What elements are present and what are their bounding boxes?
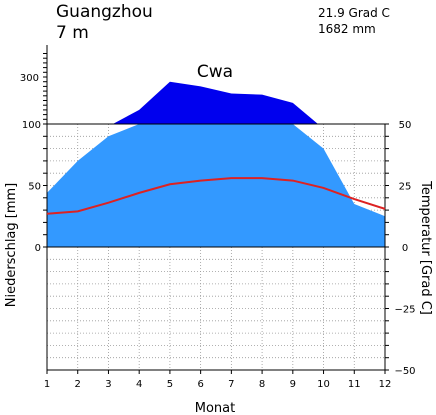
left-tick-label: 100 bbox=[22, 120, 41, 131]
left-tick-label: 50 bbox=[28, 182, 41, 193]
right-tick-label: 50 bbox=[399, 120, 412, 131]
right-axis-title: Temperatur [Grad C] bbox=[418, 180, 433, 315]
right-tick-label: 25 bbox=[399, 182, 412, 193]
x-tick-label: 6 bbox=[197, 379, 203, 390]
x-tick-label: 1 bbox=[44, 379, 50, 390]
left-axis-title: Niederschlag [mm] bbox=[4, 183, 19, 308]
x-tick-label: 5 bbox=[167, 379, 173, 390]
precipitation-area-fill bbox=[47, 124, 385, 247]
x-tick-label: 10 bbox=[317, 379, 330, 390]
climate-class: Cwa bbox=[197, 62, 233, 82]
station-elevation: 7 m bbox=[56, 23, 89, 43]
station-name: Guangzhou bbox=[56, 2, 153, 22]
right-tick-label: −50 bbox=[394, 366, 415, 377]
x-tick-label: 7 bbox=[228, 379, 234, 390]
right-tick-label: 0 bbox=[402, 243, 408, 254]
annual-temperature: 21.9 Grad C bbox=[318, 6, 390, 20]
temperature-line bbox=[46, 177, 386, 215]
x-tick-label: 9 bbox=[290, 379, 296, 390]
right-tick-label: −25 bbox=[394, 305, 415, 316]
precipitation-excess-area bbox=[112, 81, 318, 124]
precipitation-area bbox=[47, 124, 385, 247]
x-tick-label: 4 bbox=[136, 379, 142, 390]
left-tick-label-upper: 300 bbox=[20, 73, 39, 84]
x-axis-title: Monat bbox=[195, 401, 235, 415]
x-tick-label: 3 bbox=[105, 379, 111, 390]
x-tick-label: 12 bbox=[379, 379, 392, 390]
x-tick-label: 8 bbox=[259, 379, 265, 390]
left-tick-label: 0 bbox=[35, 243, 41, 254]
annual-precipitation: 1682 mm bbox=[318, 22, 376, 36]
precipitation-excess-fill bbox=[112, 81, 318, 124]
x-tick-label: 2 bbox=[75, 379, 81, 390]
axes bbox=[43, 45, 389, 374]
x-tick-label: 11 bbox=[348, 379, 361, 390]
temperature-line-path bbox=[46, 177, 386, 215]
